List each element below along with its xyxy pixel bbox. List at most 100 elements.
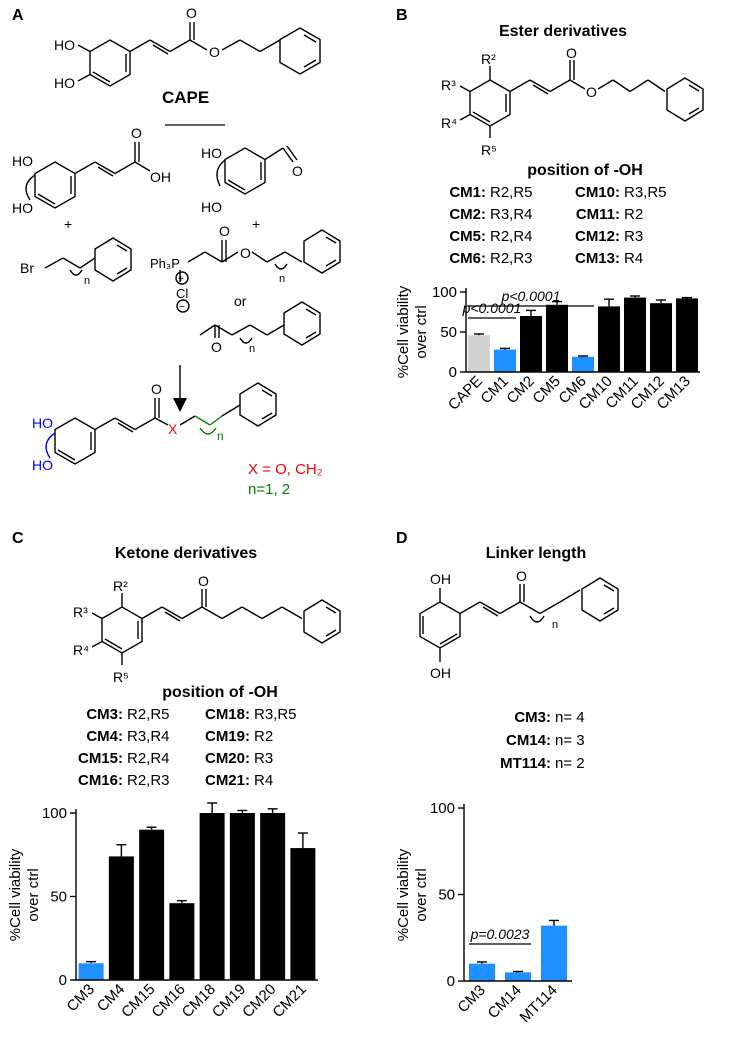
- acid-carbonyl-o: O: [131, 125, 142, 141]
- panel-b: B Ester derivatives R² R³ R: [395, 7, 704, 414]
- b-r3: R³: [441, 77, 456, 93]
- d-entry-val: n= 4: [555, 709, 585, 726]
- c-entry-pos: R3,R4: [127, 728, 170, 745]
- bar-cm2: [520, 316, 542, 372]
- n-subscript-3: n: [249, 343, 255, 355]
- b-entry-name: CM12:: [575, 228, 620, 245]
- panel-c: C Ketone derivatives R² R³: [7, 530, 341, 1021]
- c-r2: R²: [113, 578, 128, 594]
- generic-product: [45, 382, 277, 465]
- aldehyde-ho-bottom: HO: [201, 199, 222, 215]
- c-entry-name: CM18:: [205, 706, 250, 723]
- y-tick-label: 50: [50, 889, 67, 906]
- dihydroxy-benzaldehyde: [216, 145, 298, 195]
- y-tick-label: 0: [59, 972, 67, 989]
- b-entry-name: CM2:: [449, 206, 486, 223]
- acid-ho-bottom: HO: [12, 200, 33, 216]
- aldehyde-ho-top: HO: [201, 145, 222, 161]
- bar-cm3: [469, 963, 495, 981]
- ph3p-label: Ph₃P: [150, 256, 180, 271]
- b-entry-pos: R2: [624, 206, 643, 223]
- c-entry-name: CM4:: [86, 728, 123, 745]
- panel-c-letter: C: [12, 530, 24, 547]
- c-entry-name: CM21:: [205, 772, 250, 789]
- bromoalkyl-benzene: [44, 237, 132, 282]
- panel-a-letter: A: [12, 7, 24, 24]
- bar-cm20: [260, 813, 286, 980]
- c-entry-pos: R4: [254, 772, 273, 789]
- n-subscript-2: n: [279, 273, 285, 285]
- b-entry-pos: R2,R4: [490, 228, 533, 245]
- acid-oh: OH: [150, 169, 171, 185]
- bar-cm14: [505, 972, 531, 981]
- product-carbonyl-o: O: [151, 381, 162, 397]
- c-entry-name: CM16:: [78, 772, 123, 789]
- bar-cape: [468, 335, 490, 372]
- bar-cm13: [676, 298, 698, 372]
- p-value-label: p=0.0023: [470, 926, 530, 942]
- b-r5: R⁵: [481, 142, 497, 158]
- b-position-table: CM1: R2,R5 CM10: R3,R5 CM2: R3,R4 CM11: …: [449, 184, 666, 267]
- x-tick-label: CM2: [503, 373, 537, 407]
- c-entry-name: CM15:: [78, 750, 123, 767]
- panel-c-title: Ketone derivatives: [115, 545, 257, 562]
- y-axis-label: %Cell viabilityover ctrl: [7, 848, 42, 941]
- or-label: or: [234, 293, 247, 309]
- legend-n: n=1, 2: [248, 481, 290, 498]
- bar-cm18: [199, 813, 225, 980]
- x-tick-label: CM19: [209, 981, 249, 1021]
- wittig-plus: +: [178, 274, 184, 285]
- c-entry-name: CM20:: [205, 750, 250, 767]
- product-linker-x: X: [168, 421, 178, 437]
- c-r4: R⁴: [73, 642, 89, 658]
- x-tick-label: CM3: [64, 981, 98, 1015]
- b-entry-name: CM1:: [449, 184, 486, 201]
- d-linker-table: CM3: n= 4 CM14: n= 3 MT114: n= 2: [500, 709, 584, 772]
- dihydroxy-cinnamic-acid: [25, 142, 151, 209]
- x-tick-label: CM21: [269, 981, 309, 1021]
- b-entry-pos: R2,R3: [490, 250, 533, 267]
- bar-cm19: [229, 813, 255, 980]
- bar-cm21: [290, 848, 316, 980]
- c-entry-pos: R3: [254, 750, 273, 767]
- bar-cm6: [572, 356, 594, 372]
- y-tick-label: 100: [432, 284, 457, 301]
- b-entry-pos: R3,R5: [624, 184, 667, 201]
- d-n-subscript: n: [552, 619, 558, 631]
- cape-label: CAPE: [162, 88, 209, 107]
- panel-b-letter: B: [396, 7, 408, 24]
- bar-cm12: [650, 303, 672, 372]
- bromine-label: Br: [20, 260, 34, 276]
- d-entry-name: CM3:: [514, 709, 551, 726]
- b-entry-pos: R3,R4: [490, 206, 533, 223]
- d-carbonyl-o: O: [516, 568, 527, 584]
- c-entry-pos: R2,R3: [127, 772, 170, 789]
- ester-scaffold: [459, 60, 704, 138]
- b-position-heading: position of -OH: [527, 162, 643, 179]
- ketone-scaffold: [91, 589, 341, 665]
- x-tick-label: CM5: [529, 373, 563, 407]
- c-position-table: CM3: R2,R5 CM18: R3,R5 CM4: R3,R4 CM19: …: [78, 706, 297, 789]
- panel-a: A HO HO O O CAPE: [12, 5, 341, 498]
- x-tick-label: CM3: [454, 982, 488, 1016]
- bar-cm11: [624, 297, 646, 372]
- b-r2: R²: [481, 51, 496, 67]
- y-tick-label: 0: [449, 364, 457, 381]
- c-position-heading: position of -OH: [162, 684, 278, 701]
- c-entry-pos: R3,R5: [254, 706, 297, 723]
- d-entry-name: MT114:: [500, 755, 551, 772]
- y-tick-label: 100: [42, 805, 67, 822]
- plus-sign-1: +: [64, 216, 72, 232]
- bar-cm5: [546, 304, 568, 372]
- d-oh-bottom: OH: [430, 665, 451, 681]
- wittig-minus: −: [179, 302, 185, 313]
- x-tick-label: MT114: [517, 982, 561, 1026]
- b-entry-pos: R3: [624, 228, 643, 245]
- wittig-carbonyl-o: O: [219, 223, 230, 239]
- cape-ho-top: HO: [54, 37, 75, 53]
- c-r3: R³: [73, 604, 88, 620]
- bar-cm4: [108, 856, 134, 980]
